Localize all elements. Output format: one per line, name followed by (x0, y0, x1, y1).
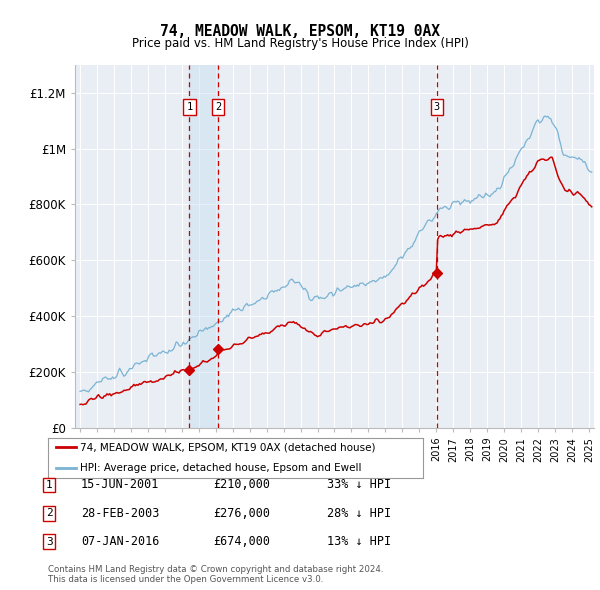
Text: £276,000: £276,000 (213, 507, 270, 520)
Text: 28-FEB-2003: 28-FEB-2003 (81, 507, 160, 520)
Text: 74, MEADOW WALK, EPSOM, KT19 0AX: 74, MEADOW WALK, EPSOM, KT19 0AX (160, 24, 440, 38)
Text: 1: 1 (187, 101, 193, 112)
Text: Contains HM Land Registry data © Crown copyright and database right 2024.: Contains HM Land Registry data © Crown c… (48, 565, 383, 574)
Text: Price paid vs. HM Land Registry's House Price Index (HPI): Price paid vs. HM Land Registry's House … (131, 37, 469, 50)
Bar (190, 65, 218, 428)
Text: 3: 3 (433, 101, 440, 112)
Text: £674,000: £674,000 (213, 535, 270, 548)
Text: 13% ↓ HPI: 13% ↓ HPI (327, 535, 391, 548)
Text: 2: 2 (215, 101, 221, 112)
Text: 1: 1 (46, 480, 53, 490)
Text: 28% ↓ HPI: 28% ↓ HPI (327, 507, 391, 520)
Text: 15-JUN-2001: 15-JUN-2001 (81, 478, 160, 491)
Text: 3: 3 (46, 537, 53, 546)
Text: 07-JAN-2016: 07-JAN-2016 (81, 535, 160, 548)
Text: 33% ↓ HPI: 33% ↓ HPI (327, 478, 391, 491)
Text: This data is licensed under the Open Government Licence v3.0.: This data is licensed under the Open Gov… (48, 575, 323, 584)
Text: 2: 2 (46, 509, 53, 518)
Text: £210,000: £210,000 (213, 478, 270, 491)
Text: 74, MEADOW WALK, EPSOM, KT19 0AX (detached house): 74, MEADOW WALK, EPSOM, KT19 0AX (detach… (80, 442, 376, 452)
Text: HPI: Average price, detached house, Epsom and Ewell: HPI: Average price, detached house, Epso… (80, 463, 361, 473)
